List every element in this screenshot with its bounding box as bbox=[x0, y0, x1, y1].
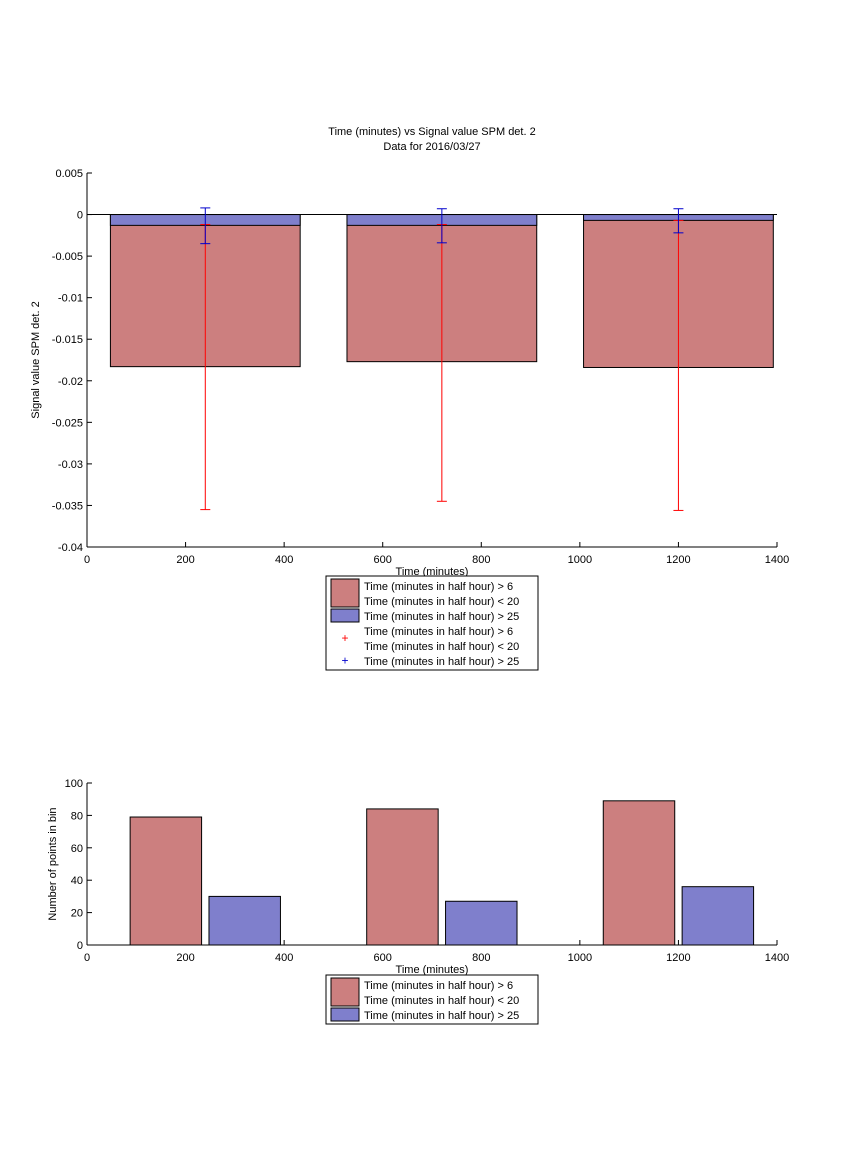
chart-1-ylabel: Signal value SPM det. 2 bbox=[30, 301, 42, 418]
chart-1-y-tick-label: -0.02 bbox=[58, 376, 83, 388]
legend-label: Time (minutes in half hour) > 6 bbox=[364, 581, 513, 593]
chart-1-title: Time (minutes) vs Signal value SPM det. … bbox=[328, 126, 535, 138]
chart-2-y-tick-label: 80 bbox=[71, 810, 83, 822]
chart-1-x-tick-label: 1400 bbox=[765, 554, 789, 566]
count-bar-series-2 bbox=[681, 886, 755, 946]
chart-1-y-tick-label: -0.005 bbox=[52, 251, 83, 263]
chart-2-y-tick-label: 0 bbox=[77, 940, 83, 952]
chart-1-x-tick-label: 800 bbox=[472, 554, 490, 566]
chart-1-y-tick-label: -0.035 bbox=[52, 500, 83, 512]
chart-2-x-tick-label: 600 bbox=[374, 952, 392, 964]
chart-2-x-tick-label: 1400 bbox=[765, 952, 789, 964]
legend-label: Time (minutes in half hour) > 25 bbox=[364, 611, 519, 623]
chart-2-x-tick-label: 1200 bbox=[666, 952, 690, 964]
legend-swatch bbox=[330, 578, 360, 608]
chart-1-y-tick-label: -0.01 bbox=[58, 293, 83, 305]
chart-1-x-tick-label: 200 bbox=[176, 554, 194, 566]
chart-1-y-tick-label: -0.03 bbox=[58, 459, 83, 471]
chart-2-legend: Time (minutes in half hour) > 6 Time (min… bbox=[325, 974, 539, 1025]
chart-2-y-tick-label: 100 bbox=[65, 778, 83, 790]
legend-box bbox=[325, 575, 539, 671]
chart-1-y-tick-label: -0.025 bbox=[52, 417, 83, 429]
chart-1-subtitle: Data for 2016/03/27 bbox=[383, 141, 480, 153]
legend-swatch bbox=[330, 977, 360, 1007]
count-bar-series-1 bbox=[129, 816, 203, 946]
legend-label: Time (minutes in half hour) > 25 bbox=[364, 1010, 519, 1022]
chart-2: 0 200 400 600 800 1000 1200 1400 0 20 40 60 80 100 bbox=[65, 778, 790, 964]
chart-1-x-tick-label: 0 bbox=[84, 554, 90, 566]
chart-2-ylabel: Number of points in bin bbox=[47, 807, 59, 920]
chart-2-x-tick-label: 400 bbox=[275, 952, 293, 964]
chart-2-y-tick-label: 20 bbox=[71, 908, 83, 920]
count-bar-series-2 bbox=[208, 895, 281, 946]
legend-label: Time (minutes in half hour) > 25 bbox=[364, 656, 519, 668]
legend-marker: + bbox=[341, 631, 348, 645]
chart-1-xlabel: Time (minutes) bbox=[396, 566, 469, 578]
chart-1-y-tick-label: -0.015 bbox=[52, 334, 83, 346]
count-bar-series-2 bbox=[445, 900, 518, 946]
chart-2-x-tick-label: 0 bbox=[84, 952, 90, 964]
chart-1: 0 200 400 600 800 1000 1200 1400 0.005 0 -0.005 -0.… bbox=[52, 168, 789, 566]
legend-label: Time (minutes in half hour) > 6 bbox=[364, 980, 513, 992]
legend-label: Time (minutes in half hour) > 6 bbox=[364, 626, 513, 638]
chart-2-x-tick-label: 800 bbox=[472, 952, 490, 964]
count-bar-series-1 bbox=[366, 808, 439, 946]
legend-marker: + bbox=[341, 654, 348, 668]
chart-2-y-tick-label: 60 bbox=[71, 843, 83, 855]
chart-1-x-tick-label: 1000 bbox=[568, 554, 592, 566]
legend-swatch bbox=[330, 608, 360, 623]
chart-1-x-tick-label: 400 bbox=[275, 554, 293, 566]
chart-1-legend: Time (minutes in half hour) > 6 Time (min… bbox=[325, 575, 539, 671]
chart-2-x-tick-label: 200 bbox=[176, 952, 194, 964]
legend-label: Time (minutes in half hour) < 20 bbox=[364, 641, 519, 653]
legend-swatch bbox=[330, 1007, 360, 1022]
chart-2-xlabel: Time (minutes) bbox=[396, 964, 469, 976]
chart-1-y-tick-label: 0 bbox=[77, 210, 83, 222]
count-bar-series-1 bbox=[602, 800, 676, 946]
chart-2-y-tick-label: 40 bbox=[71, 875, 83, 887]
chart-1-x-tick-label: 1200 bbox=[666, 554, 690, 566]
chart-1-y-tick-label: -0.04 bbox=[58, 542, 83, 554]
legend-box bbox=[325, 974, 539, 1025]
legend-label: Time (minutes in half hour) < 20 bbox=[364, 995, 519, 1007]
chart-1-x-tick-label: 600 bbox=[374, 554, 392, 566]
legend-label: Time (minutes in half hour) < 20 bbox=[364, 596, 519, 608]
chart-2-x-tick-label: 1000 bbox=[568, 952, 592, 964]
chart-1-y-tick-label: 0.005 bbox=[55, 168, 83, 180]
